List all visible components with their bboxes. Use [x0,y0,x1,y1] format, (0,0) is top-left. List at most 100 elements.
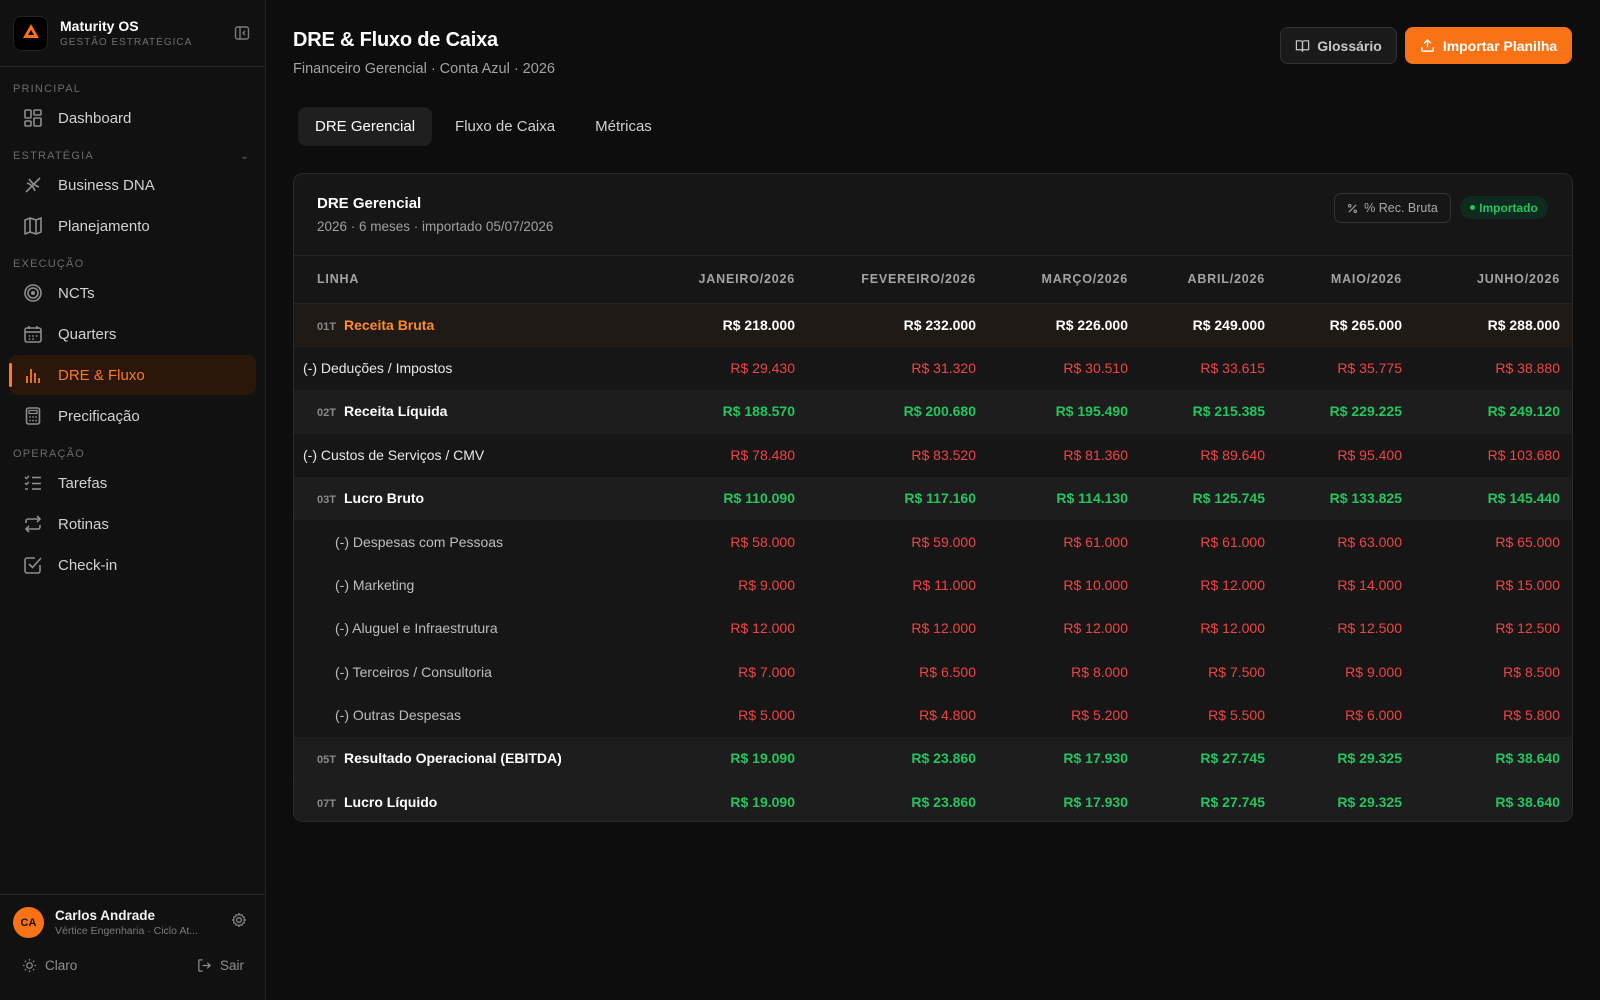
app-name: Maturity OS [60,18,139,34]
value-cell: R$ 5.500 [1208,707,1265,724]
row-code: 07T [317,797,336,810]
sidebar-item-dashboard[interactable]: Dashboard [9,98,256,138]
sidebar-item-tarefas[interactable]: Tarefas [9,463,256,503]
section-label-estrategia[interactable]: ESTRATÉGIA ⌄ [0,148,265,164]
table-row[interactable]: (-) Despesas com Pessoas R$ 58.000 R$ 59.0… [294,520,1572,563]
tab-metricas[interactable]: Métricas [595,118,652,135]
section-label-principal: PRINCIPAL [13,83,82,95]
status-badge: Importado [1460,196,1548,219]
glossary-label: Glossário [1317,37,1382,54]
value-cell: R$ 9.000 [738,577,795,594]
table-row[interactable]: 07T Lucro Líquido R$ 19.090 R$ 23.860 R$ 17.… [294,780,1572,821]
table-row[interactable]: (-) Outras Despesas R$ 5.000 R$ 4.800 R$ 5.… [294,694,1572,737]
chevron-down-icon: ⌄ [240,150,250,162]
value-cell: R$ 5.200 [1071,707,1128,724]
sidebar-item-check-in[interactable]: Check-in [9,545,256,585]
app-subtitle: GESTÃO ESTRATÉGICA [60,37,193,48]
table-row[interactable]: (-) Aluguel e Infraestrutura R$ 12.000 R$ … [294,607,1572,650]
sun-icon [22,958,37,973]
table-row[interactable]: 05T Resultado Operacional (EBITDA) R$ 19.0… [294,736,1572,781]
sidebar-item-ncts[interactable]: NCTs [9,273,256,313]
row-code: 03T [317,494,336,506]
value-cell: R$ 6.000 [1345,707,1402,724]
tab-dre-gerencial[interactable]: DRE Gerencial [298,107,433,146]
row-label: Receita Bruta [344,316,435,333]
value-cell: R$ 12.500 [1337,620,1402,637]
value-cell: R$ 125.745 [1142,476,1279,521]
table-row[interactable]: (-) Terceiros / Consultoria R$ 7.000 R$ 6.… [294,650,1572,693]
dna-icon [23,175,43,195]
row-label: Receita Líquida [344,403,448,420]
avatar[interactable]: CA [13,907,44,938]
table-header-row: LINHA JANEIRO/2026 FEVEREIRO/2026 MARÇO/… [294,256,1572,304]
percent-rec-bruta-toggle[interactable]: % Rec. Bruta [1334,193,1451,223]
value-cell: R$ 27.745 [1142,736,1279,781]
table-row[interactable]: 03T Lucro Bruto R$ 110.090 R$ 117.160 R$ 114… [294,476,1572,521]
page-title: DRE & Fluxo de Caixa [293,29,498,51]
row-label: Lucro Líquido [344,793,438,810]
row-label: (-) Terceiros / Consultoria [335,663,492,680]
row-label: (-) Custos de Serviços / CMV [303,447,485,464]
row-label-cell: 05T Resultado Operacional (EBITDA) [294,736,633,781]
value-cell: R$ 31.320 [911,360,976,377]
value-cell: R$ 27.745 [1142,780,1279,821]
column-header[interactable]: MARÇO/2026 [990,256,1142,304]
status-dot-icon [1470,205,1476,210]
value-cell: R$ 38.880 [1495,360,1560,377]
value-cell: R$ 110.090 [633,476,809,521]
value-cell: R$ 265.000 [1279,303,1416,347]
status-label: Importado [1479,200,1538,215]
row-label-cell: 01T Receita Bruta [294,303,633,347]
value-cell: R$ 19.090 [633,780,809,821]
sidebar-item-precificacao[interactable]: Precificação [9,396,256,436]
table-row[interactable]: (-) Custos de Serviços / CMV R$ 78.480 R$ … [294,433,1572,476]
value-cell: R$ 12.000 [911,620,976,637]
value-cell: R$ 195.490 [990,389,1142,434]
settings-button[interactable] [231,912,247,933]
import-spreadsheet-button[interactable]: Importar Planilha [1405,27,1572,64]
row-label: (-) Aluguel e Infraestrutura [335,620,498,637]
column-header[interactable]: ABRIL/2026 [1142,256,1279,304]
sidebar-item-label: DRE & Fluxo [58,366,145,384]
value-cell: R$ 288.000 [1416,303,1572,347]
value-cell: R$ 35.775 [1337,360,1402,377]
table-row[interactable]: 01T Receita Bruta R$ 218.000 R$ 232.000 R$ 2… [294,303,1572,347]
glossary-button[interactable]: Glossário [1280,27,1397,64]
row-label: (-) Outras Despesas [335,707,462,724]
sidebar-item-business-dna[interactable]: Business DNA [9,165,256,205]
sidebar-item-label: Dashboard [58,109,132,127]
column-header[interactable]: FEVEREIRO/2026 [809,256,990,304]
sidebar-item-quarters[interactable]: Quarters [9,314,256,354]
column-header[interactable]: MAIO/2026 [1279,256,1416,304]
value-cell: R$ 89.640 [1200,447,1265,464]
table-row[interactable]: 02T Receita Líquida R$ 188.570 R$ 200.680 R$… [294,389,1572,434]
column-header[interactable]: LINHA [294,256,633,304]
column-header[interactable]: JANEIRO/2026 [633,256,809,304]
app-logo[interactable]: ​ [13,15,48,51]
value-cell: R$ 12.000 [1200,620,1265,637]
collapse-sidebar-button[interactable] [232,23,252,43]
percent-label: % Rec. Bruta [1364,201,1438,215]
sidebar-item-planejamento[interactable]: Planejamento [9,206,256,246]
column-header[interactable]: JUNHO/2026 [1416,256,1572,304]
table-row[interactable]: (-) Deduções / Impostos R$ 29.430 R$ 31.32… [294,346,1572,389]
value-cell: R$ 33.615 [1200,360,1265,377]
logout-button[interactable]: Sair [197,958,244,973]
value-cell: R$ 218.000 [633,303,809,347]
view-tabs: DRE Gerencial Fluxo de Caixa Métricas [298,107,675,146]
table-row[interactable]: (-) Marketing R$ 9.000 R$ 11.000 R$ 10.000 R… [294,563,1572,606]
value-cell: R$ 83.520 [911,447,976,464]
sidebar-item-rotinas[interactable]: Rotinas [9,504,256,544]
value-cell: R$ 10.000 [1063,577,1128,594]
theme-toggle[interactable]: Claro [22,958,77,973]
dre-table: LINHA JANEIRO/2026 FEVEREIRO/2026 MARÇO/… [294,256,1572,821]
sidebar-item-label: Tarefas [58,474,108,492]
value-cell: R$ 5.000 [738,707,795,724]
sidebar-item-dre-fluxo[interactable]: DRE & Fluxo [9,355,256,395]
value-cell: R$ 58.000 [730,533,795,550]
value-cell: R$ 12.000 [1200,577,1265,594]
calculator-icon [23,406,43,426]
tab-fluxo-de-caixa[interactable]: Fluxo de Caixa [455,118,556,135]
theme-label: Claro [45,958,78,973]
sidebar-toggle-icon [234,26,250,40]
